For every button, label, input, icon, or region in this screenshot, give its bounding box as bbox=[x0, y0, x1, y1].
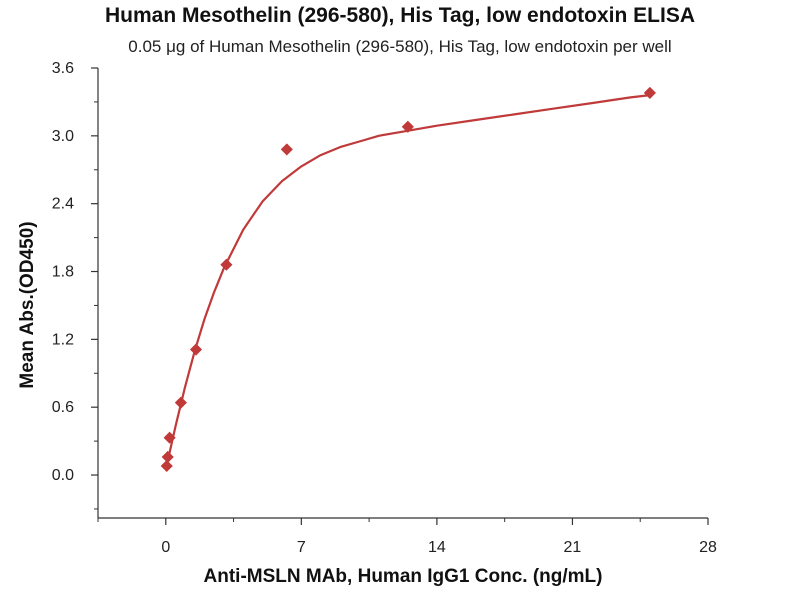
data-point bbox=[160, 459, 173, 473]
y-tick-label: 0.0 bbox=[52, 467, 74, 484]
y-tick-label: 2.4 bbox=[52, 196, 74, 213]
y-tick-label: 3.0 bbox=[52, 128, 74, 145]
y-tick-label: 1.2 bbox=[52, 331, 74, 348]
data-point bbox=[189, 343, 203, 356]
data-point bbox=[401, 120, 414, 133]
data-point bbox=[280, 143, 293, 156]
x-tick-label: 14 bbox=[428, 539, 446, 556]
data-point bbox=[643, 86, 656, 99]
data-point bbox=[174, 396, 187, 409]
chart-subtitle: 0.05 μg of Human Mesothelin (296-580), H… bbox=[128, 37, 672, 56]
data-point bbox=[161, 450, 174, 464]
data-point bbox=[220, 258, 233, 271]
x-tick-label: 21 bbox=[564, 539, 582, 556]
x-tick-label: 7 bbox=[297, 539, 306, 556]
y-tick-label: 0.6 bbox=[52, 399, 74, 416]
x-tick-label: 0 bbox=[161, 539, 170, 556]
x-tick-label: 28 bbox=[699, 539, 717, 556]
x-axis-label: Anti-MSLN MAb, Human IgG1 Conc. (ng/mL) bbox=[203, 566, 603, 587]
data-point bbox=[163, 431, 176, 444]
y-tick-label: 3.6 bbox=[52, 60, 74, 77]
y-tick-label: 1.8 bbox=[52, 264, 74, 281]
fit-curve bbox=[164, 94, 651, 470]
chart-title: Human Mesothelin (296-580), His Tag, low… bbox=[104, 4, 696, 27]
